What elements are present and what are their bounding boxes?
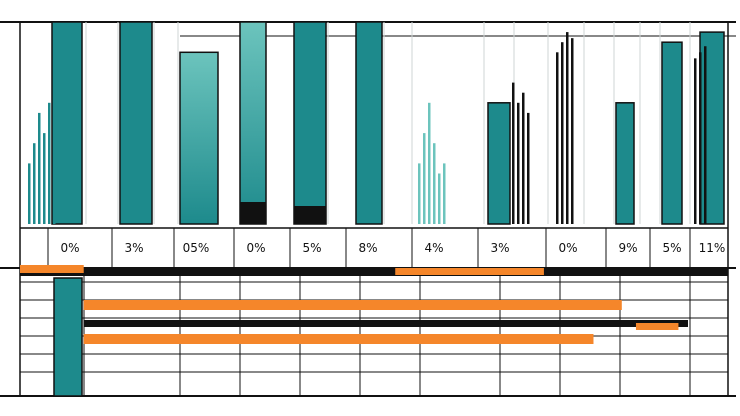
tick-label: 5% — [662, 241, 681, 255]
spike-bars — [28, 32, 707, 225]
bar — [293, 21, 327, 225]
spike-bar — [48, 102, 51, 224]
bar — [661, 41, 683, 225]
tick-label: 9% — [618, 241, 637, 255]
bar — [615, 102, 635, 225]
spike-bar — [423, 133, 426, 224]
orange-bar — [83, 300, 622, 310]
bar-cap — [294, 206, 326, 224]
spike-bar — [694, 58, 697, 224]
spike-bar — [522, 92, 525, 224]
tick-label: 11% — [699, 241, 726, 255]
bar-cap — [240, 202, 266, 224]
spike-bar — [517, 102, 520, 224]
spike-bar — [438, 173, 441, 224]
spike-bar — [561, 42, 564, 225]
bar — [355, 21, 383, 225]
bar — [239, 21, 267, 225]
spike-bar — [33, 143, 36, 224]
spike-bar — [512, 82, 515, 224]
orange-bar — [395, 268, 544, 275]
spike-bar — [699, 52, 702, 224]
tick-label: 0% — [558, 241, 577, 255]
bar — [119, 21, 153, 225]
bar — [51, 21, 83, 225]
tick-label: 3% — [490, 241, 509, 255]
spike-bar — [527, 112, 530, 224]
spike-bar — [571, 38, 574, 224]
tick-label: 0% — [246, 241, 265, 255]
orange-bar — [83, 334, 594, 344]
bar-group — [51, 21, 725, 225]
black-bar — [84, 320, 688, 327]
spike-bar — [38, 112, 41, 224]
tick-label: 4% — [424, 241, 443, 255]
table-teal-column — [53, 277, 83, 397]
orange-bar — [635, 323, 679, 330]
black-bar — [20, 268, 728, 276]
spike-bar — [566, 32, 569, 224]
bar — [699, 31, 725, 225]
spike-bar — [704, 46, 707, 224]
tick-label: 8% — [358, 241, 377, 255]
spike-bar — [418, 163, 421, 224]
spike-bar — [428, 102, 431, 224]
spike-bar — [43, 133, 46, 224]
tick-label: 05% — [183, 241, 210, 255]
lower-table — [20, 265, 728, 397]
spike-bar — [443, 163, 446, 224]
tick-label: 0% — [60, 241, 79, 255]
bar — [487, 102, 511, 225]
spike-bar — [53, 153, 56, 224]
orange-bar — [20, 265, 84, 273]
tick-label: 5% — [302, 241, 321, 255]
spike-bar — [28, 163, 31, 224]
tick-labels: 0% 3% 05% 0% 5% 8% 4% 3% 0% 9% 5% 11% — [60, 241, 725, 255]
spike-bar — [433, 143, 436, 224]
bar — [179, 51, 219, 225]
tick-label: 3% — [124, 241, 143, 255]
spike-bar — [556, 52, 559, 224]
